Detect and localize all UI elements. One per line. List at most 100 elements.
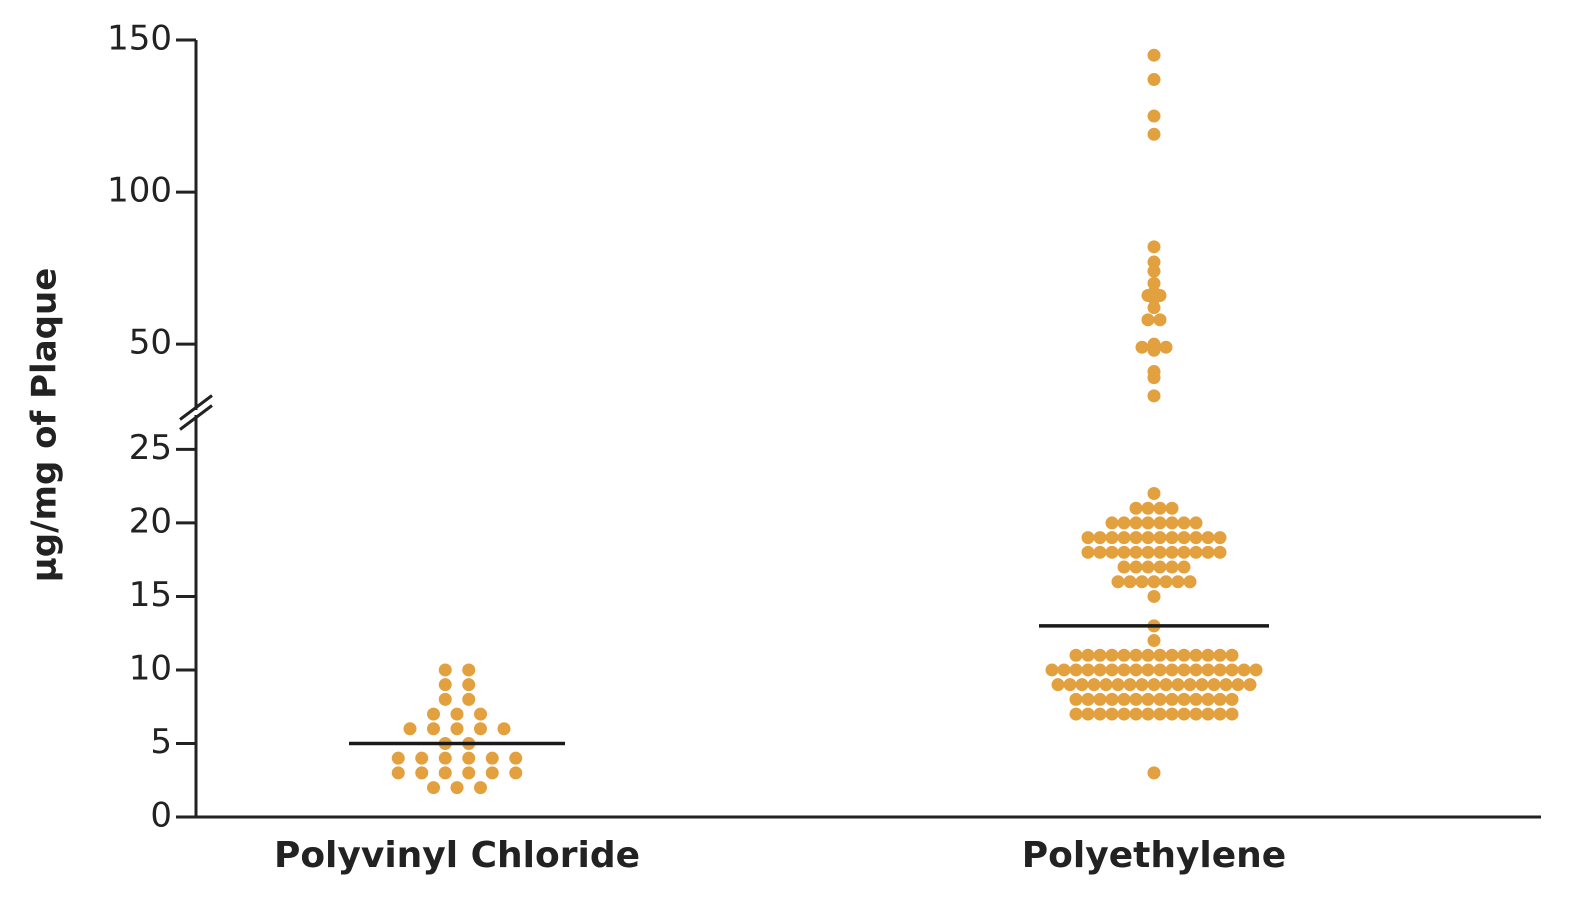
dot	[1147, 343, 1161, 357]
dot	[1165, 516, 1179, 530]
dot	[1153, 516, 1167, 530]
dot	[391, 766, 405, 780]
dot	[1177, 516, 1191, 530]
dot	[1045, 663, 1059, 677]
dot	[1069, 707, 1083, 721]
dot	[1153, 692, 1167, 706]
dot	[1069, 648, 1083, 662]
dot	[1171, 678, 1185, 692]
dot	[1093, 531, 1107, 545]
dot	[1165, 707, 1179, 721]
x-tick-label: Polyvinyl Chloride	[274, 835, 640, 876]
dot	[1105, 545, 1119, 559]
dot	[1243, 678, 1257, 692]
dot	[1213, 663, 1227, 677]
dot	[1105, 531, 1119, 545]
dot	[1213, 692, 1227, 706]
dot	[1141, 692, 1155, 706]
dot	[509, 751, 523, 765]
dot	[1147, 109, 1161, 123]
dot	[1093, 648, 1107, 662]
dot	[391, 751, 405, 765]
dot	[427, 781, 440, 795]
dot	[1189, 707, 1203, 721]
dot	[1093, 692, 1107, 706]
dot	[438, 766, 452, 780]
dot	[1117, 531, 1131, 545]
dot	[1165, 531, 1179, 545]
dot	[1081, 707, 1095, 721]
dot	[1141, 516, 1155, 530]
dot	[1147, 292, 1161, 306]
dot	[1165, 560, 1179, 574]
dot	[1147, 634, 1161, 648]
dot	[462, 766, 476, 780]
dot	[1189, 663, 1203, 677]
dot	[438, 663, 452, 677]
dot	[1141, 545, 1155, 559]
dot	[1117, 648, 1131, 662]
dot	[1141, 648, 1155, 662]
dot	[1135, 575, 1149, 589]
dot	[1153, 663, 1167, 677]
dot	[427, 722, 440, 736]
dot	[1201, 707, 1215, 721]
dot	[1201, 663, 1215, 677]
dot	[1051, 678, 1065, 692]
dot	[1105, 707, 1119, 721]
dot	[1225, 663, 1239, 677]
dot	[1147, 678, 1161, 692]
dot	[1201, 531, 1215, 545]
dot	[1147, 589, 1161, 603]
dot	[450, 707, 464, 721]
dot	[497, 722, 511, 736]
y-tick-label: 20	[129, 501, 172, 541]
dot	[1117, 707, 1131, 721]
dot	[1189, 692, 1203, 706]
dot	[462, 751, 476, 765]
dot	[1069, 663, 1083, 677]
dot	[1165, 545, 1179, 559]
dot	[1141, 707, 1155, 721]
dot	[485, 766, 499, 780]
dot	[1123, 678, 1137, 692]
dot	[1213, 648, 1227, 662]
dot	[1141, 663, 1155, 677]
dot	[1129, 545, 1143, 559]
dot	[1129, 516, 1143, 530]
dot	[1201, 648, 1215, 662]
dot	[1129, 663, 1143, 677]
y-tick-label: 100	[107, 171, 172, 211]
dot	[1195, 678, 1209, 692]
dot	[1147, 766, 1161, 780]
dot	[438, 678, 452, 692]
dot	[1177, 648, 1191, 662]
dot	[1111, 575, 1125, 589]
dot	[1147, 127, 1161, 141]
dot	[1129, 560, 1143, 574]
dot	[1147, 389, 1161, 403]
dot	[1189, 531, 1203, 545]
y-tick-label: 50	[129, 323, 172, 363]
dot	[1177, 692, 1191, 706]
dot	[1147, 264, 1161, 278]
dot	[415, 751, 429, 765]
dot	[1105, 663, 1119, 677]
dot	[1147, 371, 1161, 385]
dot	[1141, 313, 1155, 327]
dot	[1093, 545, 1107, 559]
dot	[1213, 531, 1227, 545]
dot	[1153, 501, 1167, 515]
dot	[1105, 692, 1119, 706]
dot	[1159, 575, 1173, 589]
dot	[462, 663, 476, 677]
dot	[403, 722, 417, 736]
dot	[1177, 707, 1191, 721]
dot	[1147, 575, 1161, 589]
dot	[1081, 692, 1095, 706]
dot	[1081, 663, 1095, 677]
dot	[1141, 531, 1155, 545]
dot	[1081, 545, 1095, 559]
dot	[1117, 560, 1131, 574]
dot	[1093, 707, 1107, 721]
